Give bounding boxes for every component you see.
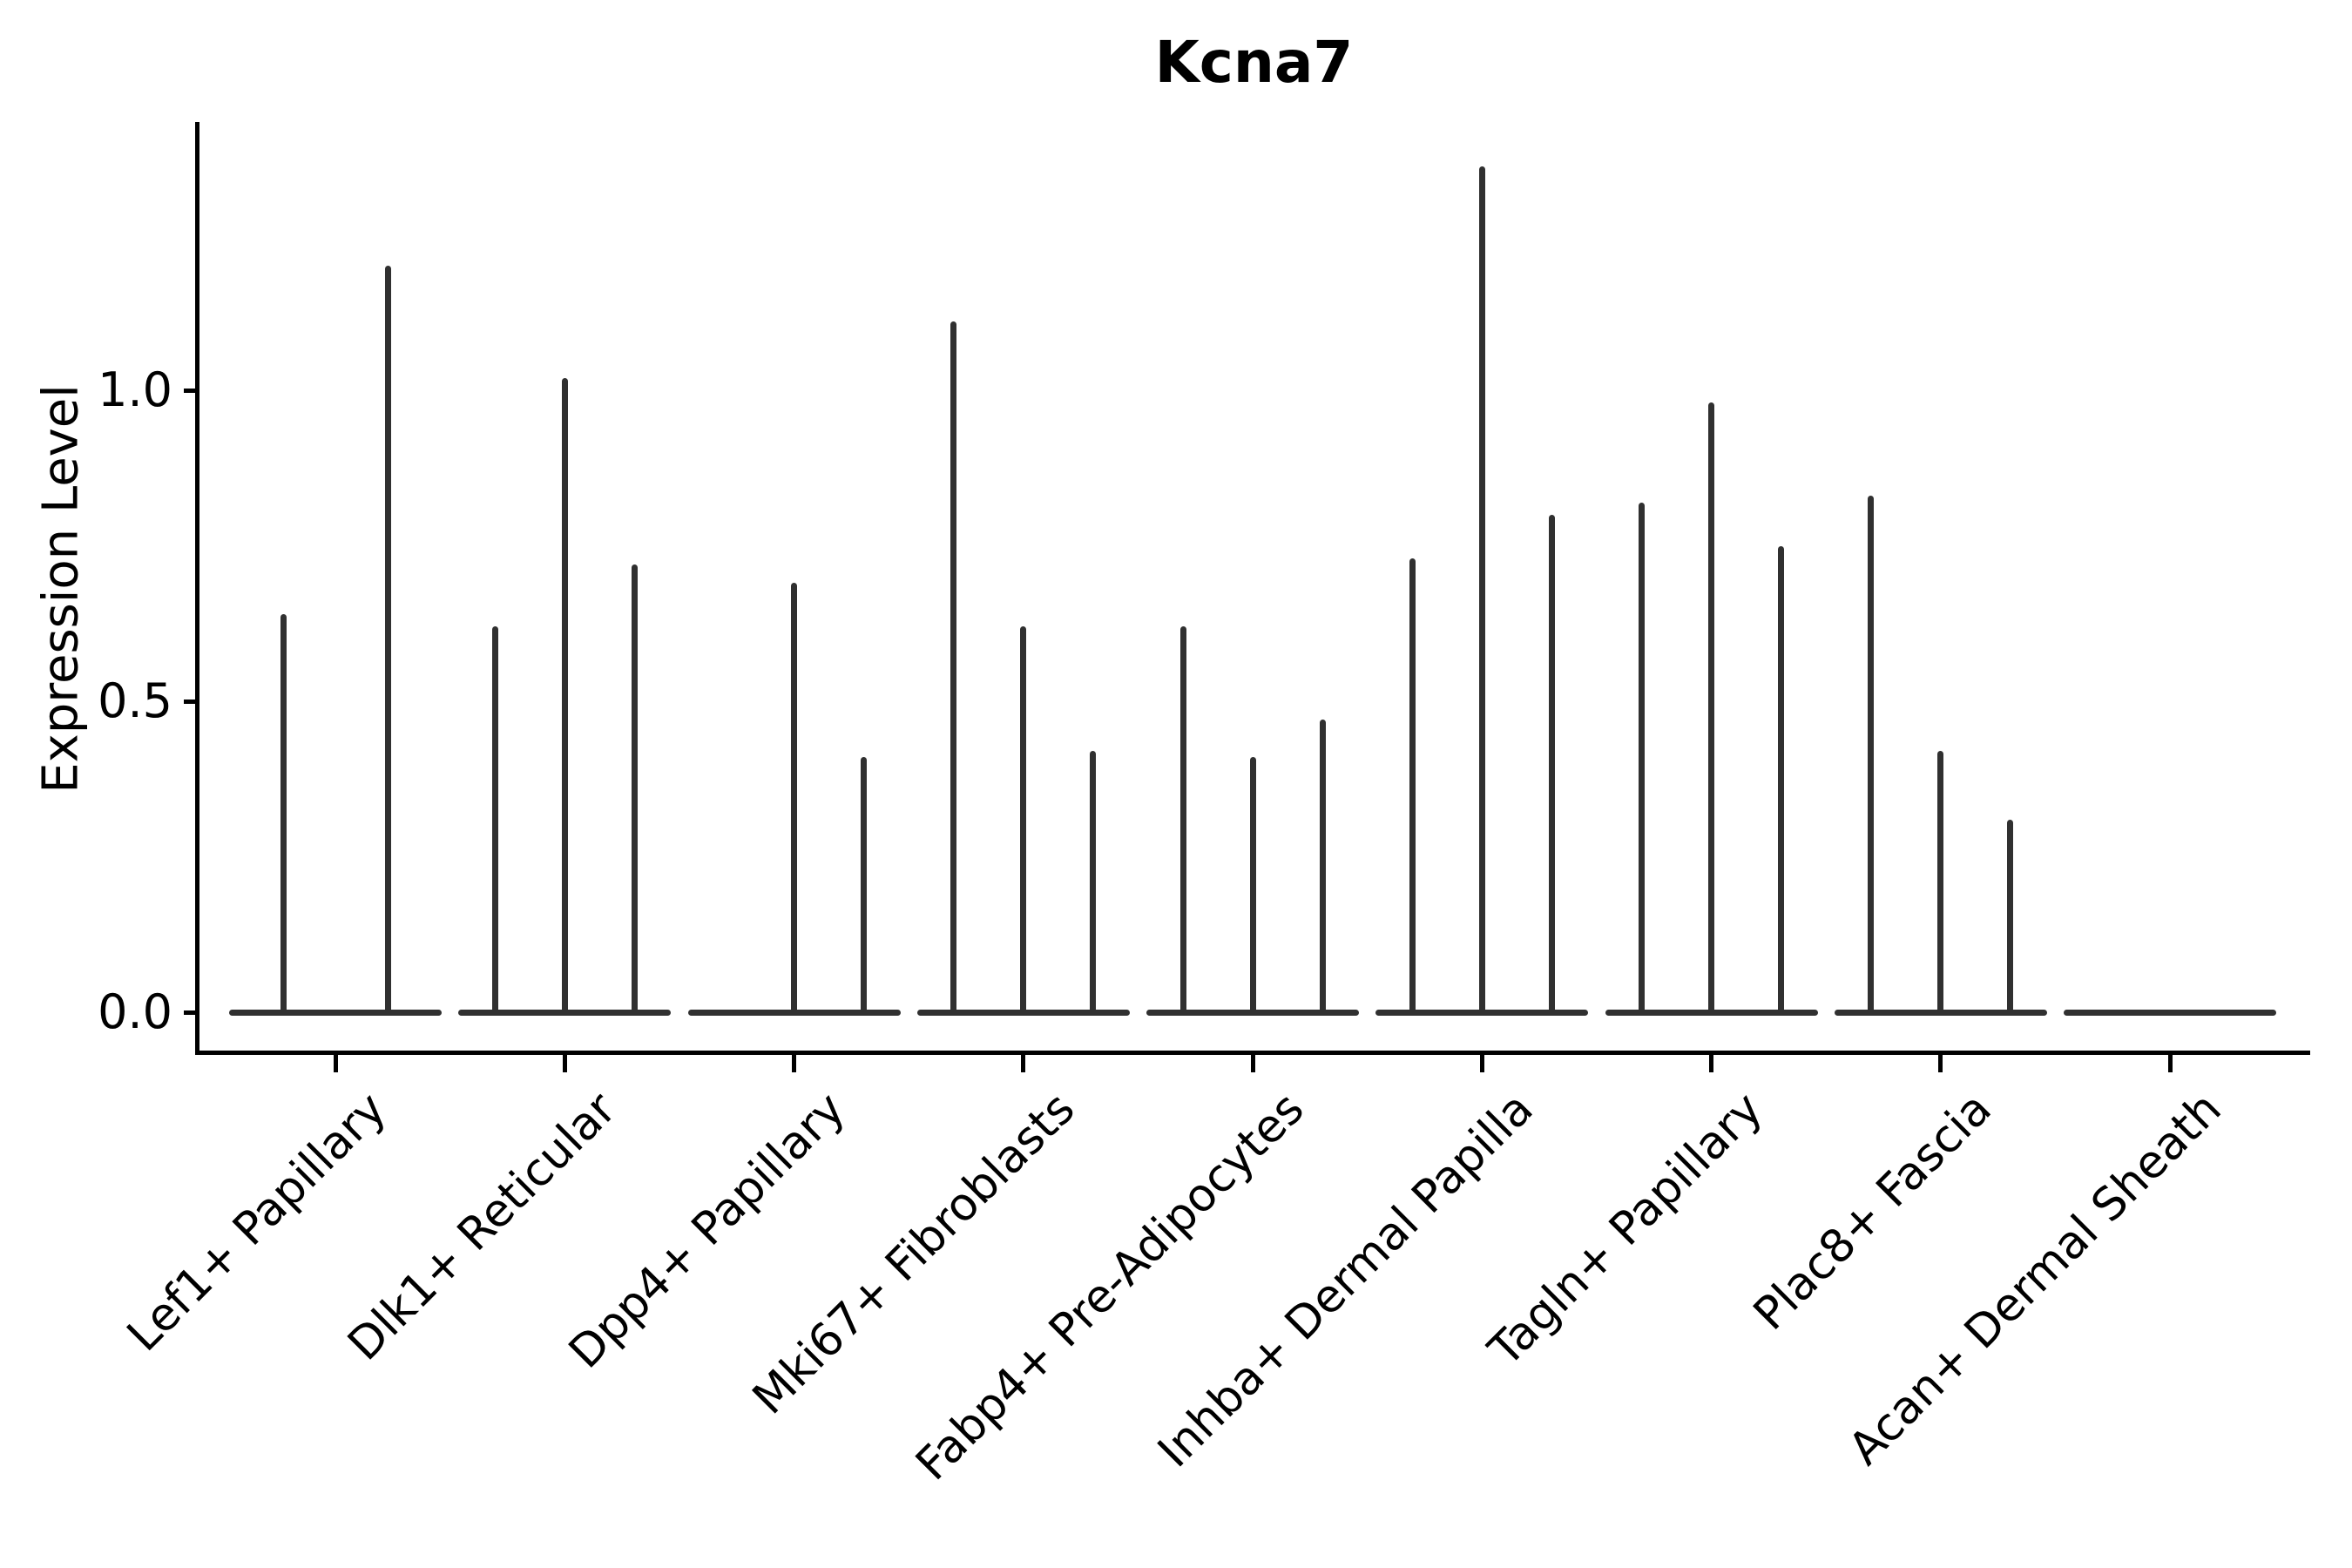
violin-spike: [1179, 626, 1186, 1015]
y-axis-spine: [195, 122, 199, 1055]
violin-spike: [2007, 819, 2014, 1015]
y-tick-mark: [184, 699, 198, 704]
x-tick-label: Plac8+ Fascia: [1744, 1082, 2003, 1341]
violin-spike: [1639, 502, 1645, 1015]
violin-spike: [561, 377, 568, 1015]
violin-spike: [950, 321, 957, 1015]
x-tick-label: Inhba+ Dermal Papilla: [1148, 1082, 1544, 1478]
y-axis-label: Expression Level: [32, 384, 90, 794]
violin-spike: [280, 614, 287, 1015]
x-axis-spine: [195, 1051, 2310, 1055]
x-tick-mark: [1021, 1055, 1026, 1072]
violin-spike: [1090, 751, 1097, 1015]
violin-spike: [1020, 626, 1027, 1015]
violin-spike: [491, 626, 498, 1015]
violin-spike: [384, 266, 391, 1015]
violin-spike: [1319, 720, 1326, 1015]
y-tick-label: 0.0: [98, 984, 172, 1039]
x-tick-mark: [1938, 1055, 1943, 1072]
x-tick-label: Fabp4+ Pre-Adipocytes: [906, 1082, 1315, 1491]
violin-spike: [1937, 751, 1944, 1015]
violin-spike: [1708, 402, 1714, 1015]
violin-spike: [631, 564, 638, 1015]
violin-baseline: [2064, 1009, 2276, 1016]
y-tick-label: 1.0: [98, 362, 172, 417]
violin-spike: [1249, 757, 1256, 1015]
x-tick-label: Acan+ Dermal Sheath: [1838, 1082, 2232, 1476]
violin-spike: [1548, 514, 1555, 1015]
x-tick-mark: [1250, 1055, 1255, 1072]
x-tick-mark: [562, 1055, 567, 1072]
x-tick-mark: [1709, 1055, 1713, 1072]
violin-baseline: [229, 1009, 442, 1016]
x-tick-mark: [792, 1055, 796, 1072]
x-tick-mark: [1479, 1055, 1484, 1072]
violin-spike: [791, 583, 797, 1015]
violin-spike: [1409, 558, 1416, 1015]
chart-title: Kcna7: [1154, 29, 1354, 96]
y-tick-label: 0.5: [98, 673, 172, 728]
violin-spike: [1778, 545, 1784, 1015]
x-tick-mark: [2167, 1055, 2173, 1072]
violin-spike: [861, 757, 867, 1015]
violin-spike: [1478, 166, 1485, 1015]
y-tick-mark: [184, 1010, 198, 1015]
violin-spike: [1868, 496, 1875, 1015]
x-tick-mark: [333, 1055, 338, 1072]
y-tick-mark: [184, 388, 198, 393]
